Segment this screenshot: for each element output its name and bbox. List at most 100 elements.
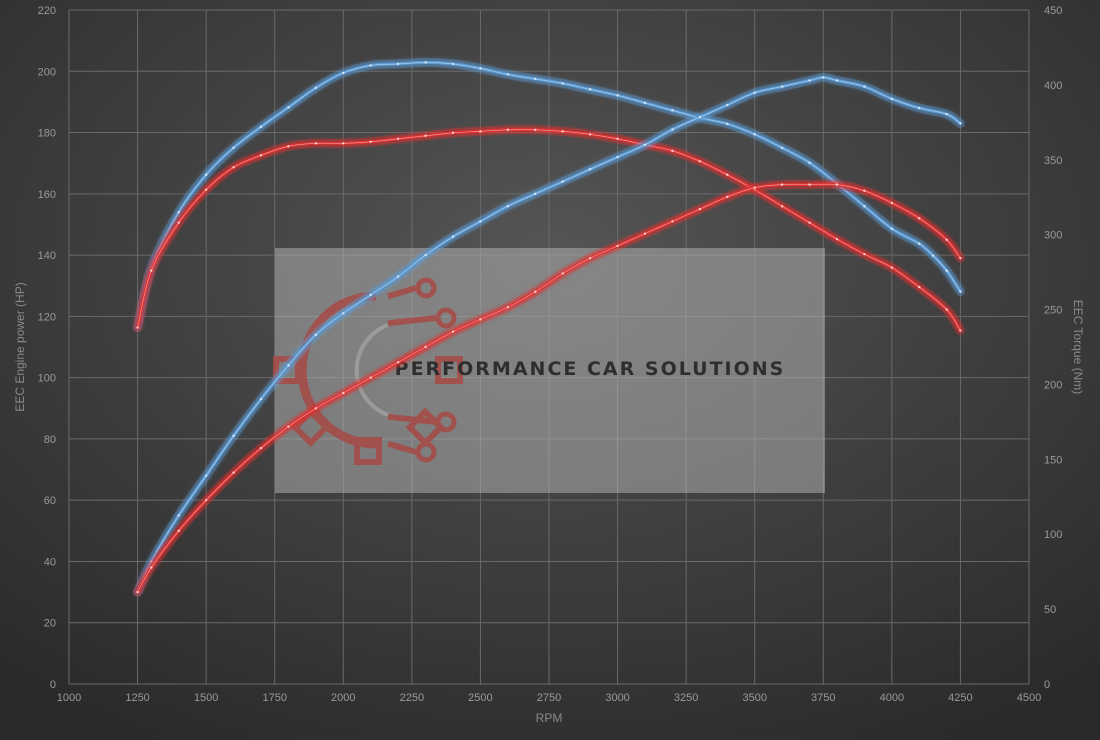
data-point [396, 137, 400, 141]
data-point [287, 106, 290, 109]
y-left-tick-label: 160 [38, 189, 56, 201]
y-left-tick-label: 100 [38, 373, 56, 385]
y-right-tick-label: 100 [1044, 529, 1062, 541]
data-point [643, 101, 647, 105]
data-point [287, 364, 290, 367]
data-point [204, 188, 208, 191]
y-left-tick-label: 180 [38, 128, 56, 140]
data-point [588, 168, 592, 171]
data-point [726, 195, 729, 199]
x-tick-label: 2250 [400, 692, 424, 704]
data-point [959, 122, 962, 125]
data-point [561, 272, 564, 275]
data-point [780, 183, 784, 186]
data-point [424, 345, 427, 349]
data-point [506, 204, 510, 208]
data-point [232, 166, 235, 169]
data-point [451, 62, 455, 66]
series-highlight-3 [137, 183, 961, 593]
data-point [643, 143, 647, 146]
y-left-tick-label: 60 [44, 495, 56, 507]
data-point [534, 128, 537, 132]
data-point [588, 88, 592, 91]
data-point [424, 134, 427, 138]
y-left-tick-label: 20 [44, 618, 56, 630]
data-point [506, 305, 510, 309]
data-point [588, 256, 592, 260]
data-point [959, 256, 962, 260]
data-point [726, 173, 729, 176]
y-left-tick-label: 40 [44, 556, 56, 568]
data-point [863, 85, 866, 88]
data-point [808, 79, 811, 82]
data-point [835, 79, 839, 82]
x-tick-label: 3500 [742, 692, 766, 704]
data-point [863, 252, 866, 256]
data-point [534, 77, 537, 81]
data-point [616, 244, 619, 248]
x-tick-label: 3750 [811, 692, 835, 704]
x-tick-label: 1000 [57, 692, 81, 704]
data-point [671, 220, 674, 223]
data-point [890, 97, 894, 101]
data-point [753, 91, 756, 94]
data-point [342, 391, 345, 395]
data-point [396, 62, 400, 66]
data-point [506, 128, 510, 132]
data-point [918, 242, 921, 245]
data-point [863, 189, 866, 192]
data-point [232, 146, 235, 149]
x-tick-label: 1750 [262, 692, 286, 704]
data-point [808, 221, 811, 224]
y-left-tick-label: 140 [38, 250, 56, 262]
data-point [918, 217, 921, 220]
data-point [479, 67, 482, 70]
data-point [396, 361, 400, 364]
data-point [314, 333, 318, 336]
data-point [945, 308, 948, 311]
data-point [753, 133, 756, 136]
data-point [424, 253, 427, 257]
y-axis-left-title: EEC Engine power (HP) [13, 282, 27, 411]
data-point [369, 64, 372, 67]
data-point [259, 397, 263, 401]
data-point [204, 173, 208, 176]
data-point [259, 446, 263, 450]
data-point [931, 254, 935, 257]
data-point [835, 183, 839, 186]
tick-labels: 1000 1250 1500 1750 2000 2250 2500 2750 3000 3250… [38, 5, 1063, 704]
data-point [945, 269, 948, 272]
data-point [863, 205, 866, 208]
data-point [150, 269, 153, 272]
data-point [616, 94, 619, 97]
data-point [671, 128, 674, 131]
data-point [835, 237, 839, 241]
data-point [822, 76, 825, 79]
watermark: PERFORMANCE CAR SOLUTIONS [273, 248, 825, 493]
data-point [890, 227, 894, 230]
data-point [959, 290, 962, 293]
data-point [369, 140, 372, 144]
data-point [808, 161, 811, 164]
data-point [177, 514, 180, 517]
data-point [314, 142, 318, 145]
data-point [671, 109, 674, 112]
data-point [342, 312, 345, 315]
data-point [424, 61, 427, 64]
data-point [918, 106, 921, 110]
data-point [561, 180, 564, 183]
data-point [959, 329, 962, 332]
data-point [534, 192, 537, 196]
data-point [726, 103, 729, 107]
y-right-tick-label: 150 [1044, 454, 1062, 466]
data-point [204, 474, 208, 477]
data-point [342, 142, 345, 145]
gear-circuit-logo-icon [273, 277, 463, 465]
y-right-tick-label: 250 [1044, 305, 1062, 317]
series-highlight-1 [137, 129, 961, 331]
data-point [342, 71, 345, 75]
data-point [314, 407, 318, 410]
x-tick-label: 3000 [605, 692, 629, 704]
data-point [204, 498, 208, 502]
